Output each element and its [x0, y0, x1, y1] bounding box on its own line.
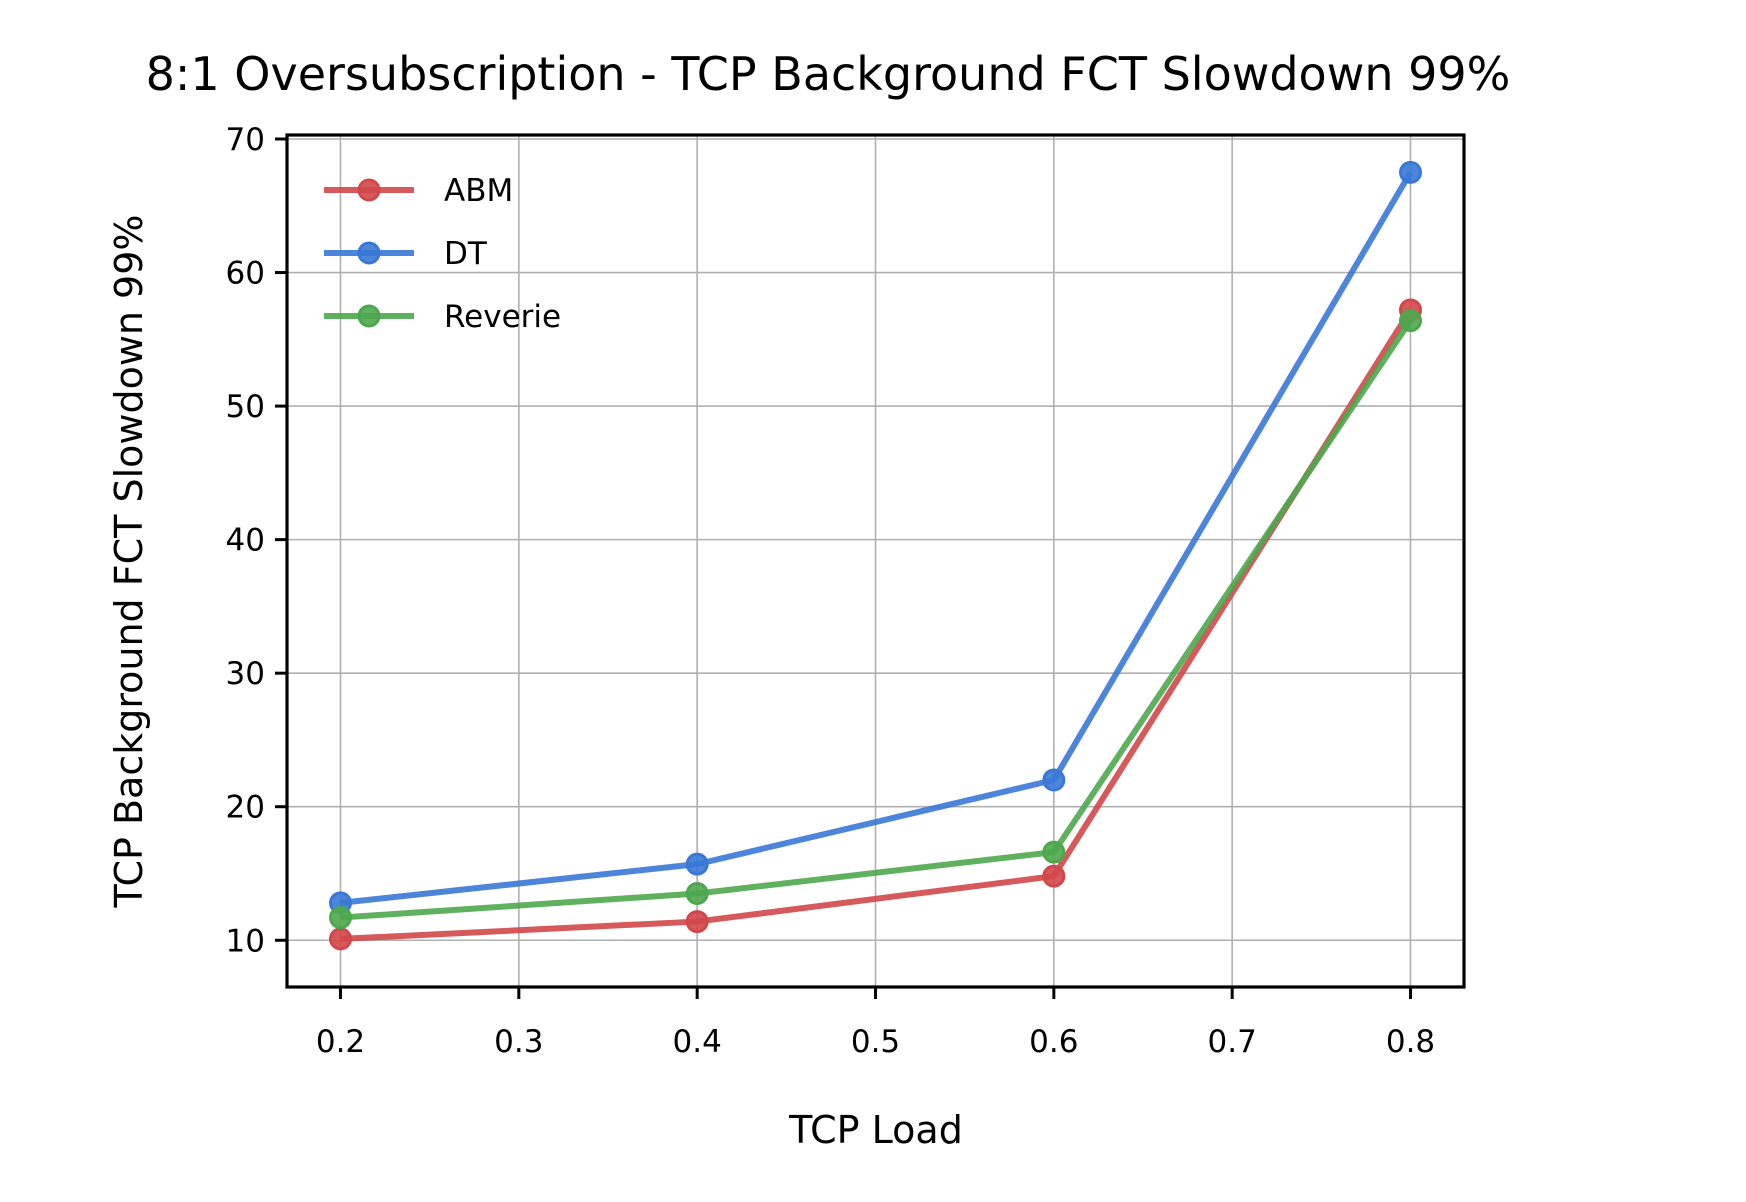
legend-item-abm: ABM — [324, 173, 513, 209]
legend-label: DT — [444, 236, 488, 272]
data-point-abm — [1042, 864, 1066, 888]
series-line-dt — [340, 170, 1414, 906]
legend-item-dt: DT — [324, 236, 488, 272]
y-tick-label: 50 — [226, 389, 265, 425]
series-line-abm — [340, 308, 1414, 942]
y-tick-label: 70 — [226, 122, 265, 158]
data-point-reverie — [685, 882, 709, 906]
series-reverie — [329, 309, 1422, 930]
x-tick-label: 0.2 — [316, 1024, 365, 1060]
x-tick-label: 0.8 — [1386, 1024, 1435, 1060]
chart-title: 8:1 Oversubscription - TCP Background FC… — [146, 47, 1511, 101]
legend-swatch-marker — [357, 178, 381, 202]
data-point-abm — [329, 927, 352, 951]
x-tick-label: 0.6 — [1029, 1024, 1078, 1060]
axis-ticks: 0.2 0.3 0.4 0.5 0.6 0.7 0.8 10 20 30 40 50 60 70 — [226, 122, 1436, 1060]
y-tick-label: 30 — [226, 656, 265, 692]
legend-swatch-marker — [357, 304, 381, 328]
legend-label: ABM — [444, 173, 513, 209]
y-tick-label: 20 — [226, 790, 265, 826]
data-point-dt — [1042, 768, 1066, 792]
x-axis-label: TCP Load — [788, 1108, 963, 1152]
y-tick-label: 10 — [226, 923, 265, 959]
legend-item-reverie: Reverie — [324, 299, 561, 335]
data-point-reverie — [1399, 309, 1422, 333]
series-line-reverie — [340, 318, 1413, 921]
x-tick-label: 0.3 — [494, 1024, 543, 1060]
x-tick-label: 0.4 — [673, 1024, 722, 1060]
y-tick-label: 40 — [226, 523, 265, 559]
series-lines — [329, 160, 1422, 951]
x-tick-label: 0.7 — [1208, 1024, 1257, 1060]
legend: ABM DT Reverie — [324, 173, 561, 335]
legend-label: Reverie — [444, 299, 561, 335]
data-point-dt — [1399, 160, 1422, 184]
legend-swatch-marker — [357, 241, 381, 265]
data-point-reverie — [1042, 840, 1066, 864]
x-tick-label: 0.5 — [851, 1024, 900, 1060]
data-point-abm — [685, 910, 709, 934]
data-point-reverie — [329, 906, 352, 930]
data-point-dt — [685, 852, 709, 876]
y-axis-label: TCP Background FCT Slowdown 99% — [107, 214, 151, 908]
grid — [287, 135, 1464, 987]
y-tick-label: 60 — [226, 256, 265, 292]
